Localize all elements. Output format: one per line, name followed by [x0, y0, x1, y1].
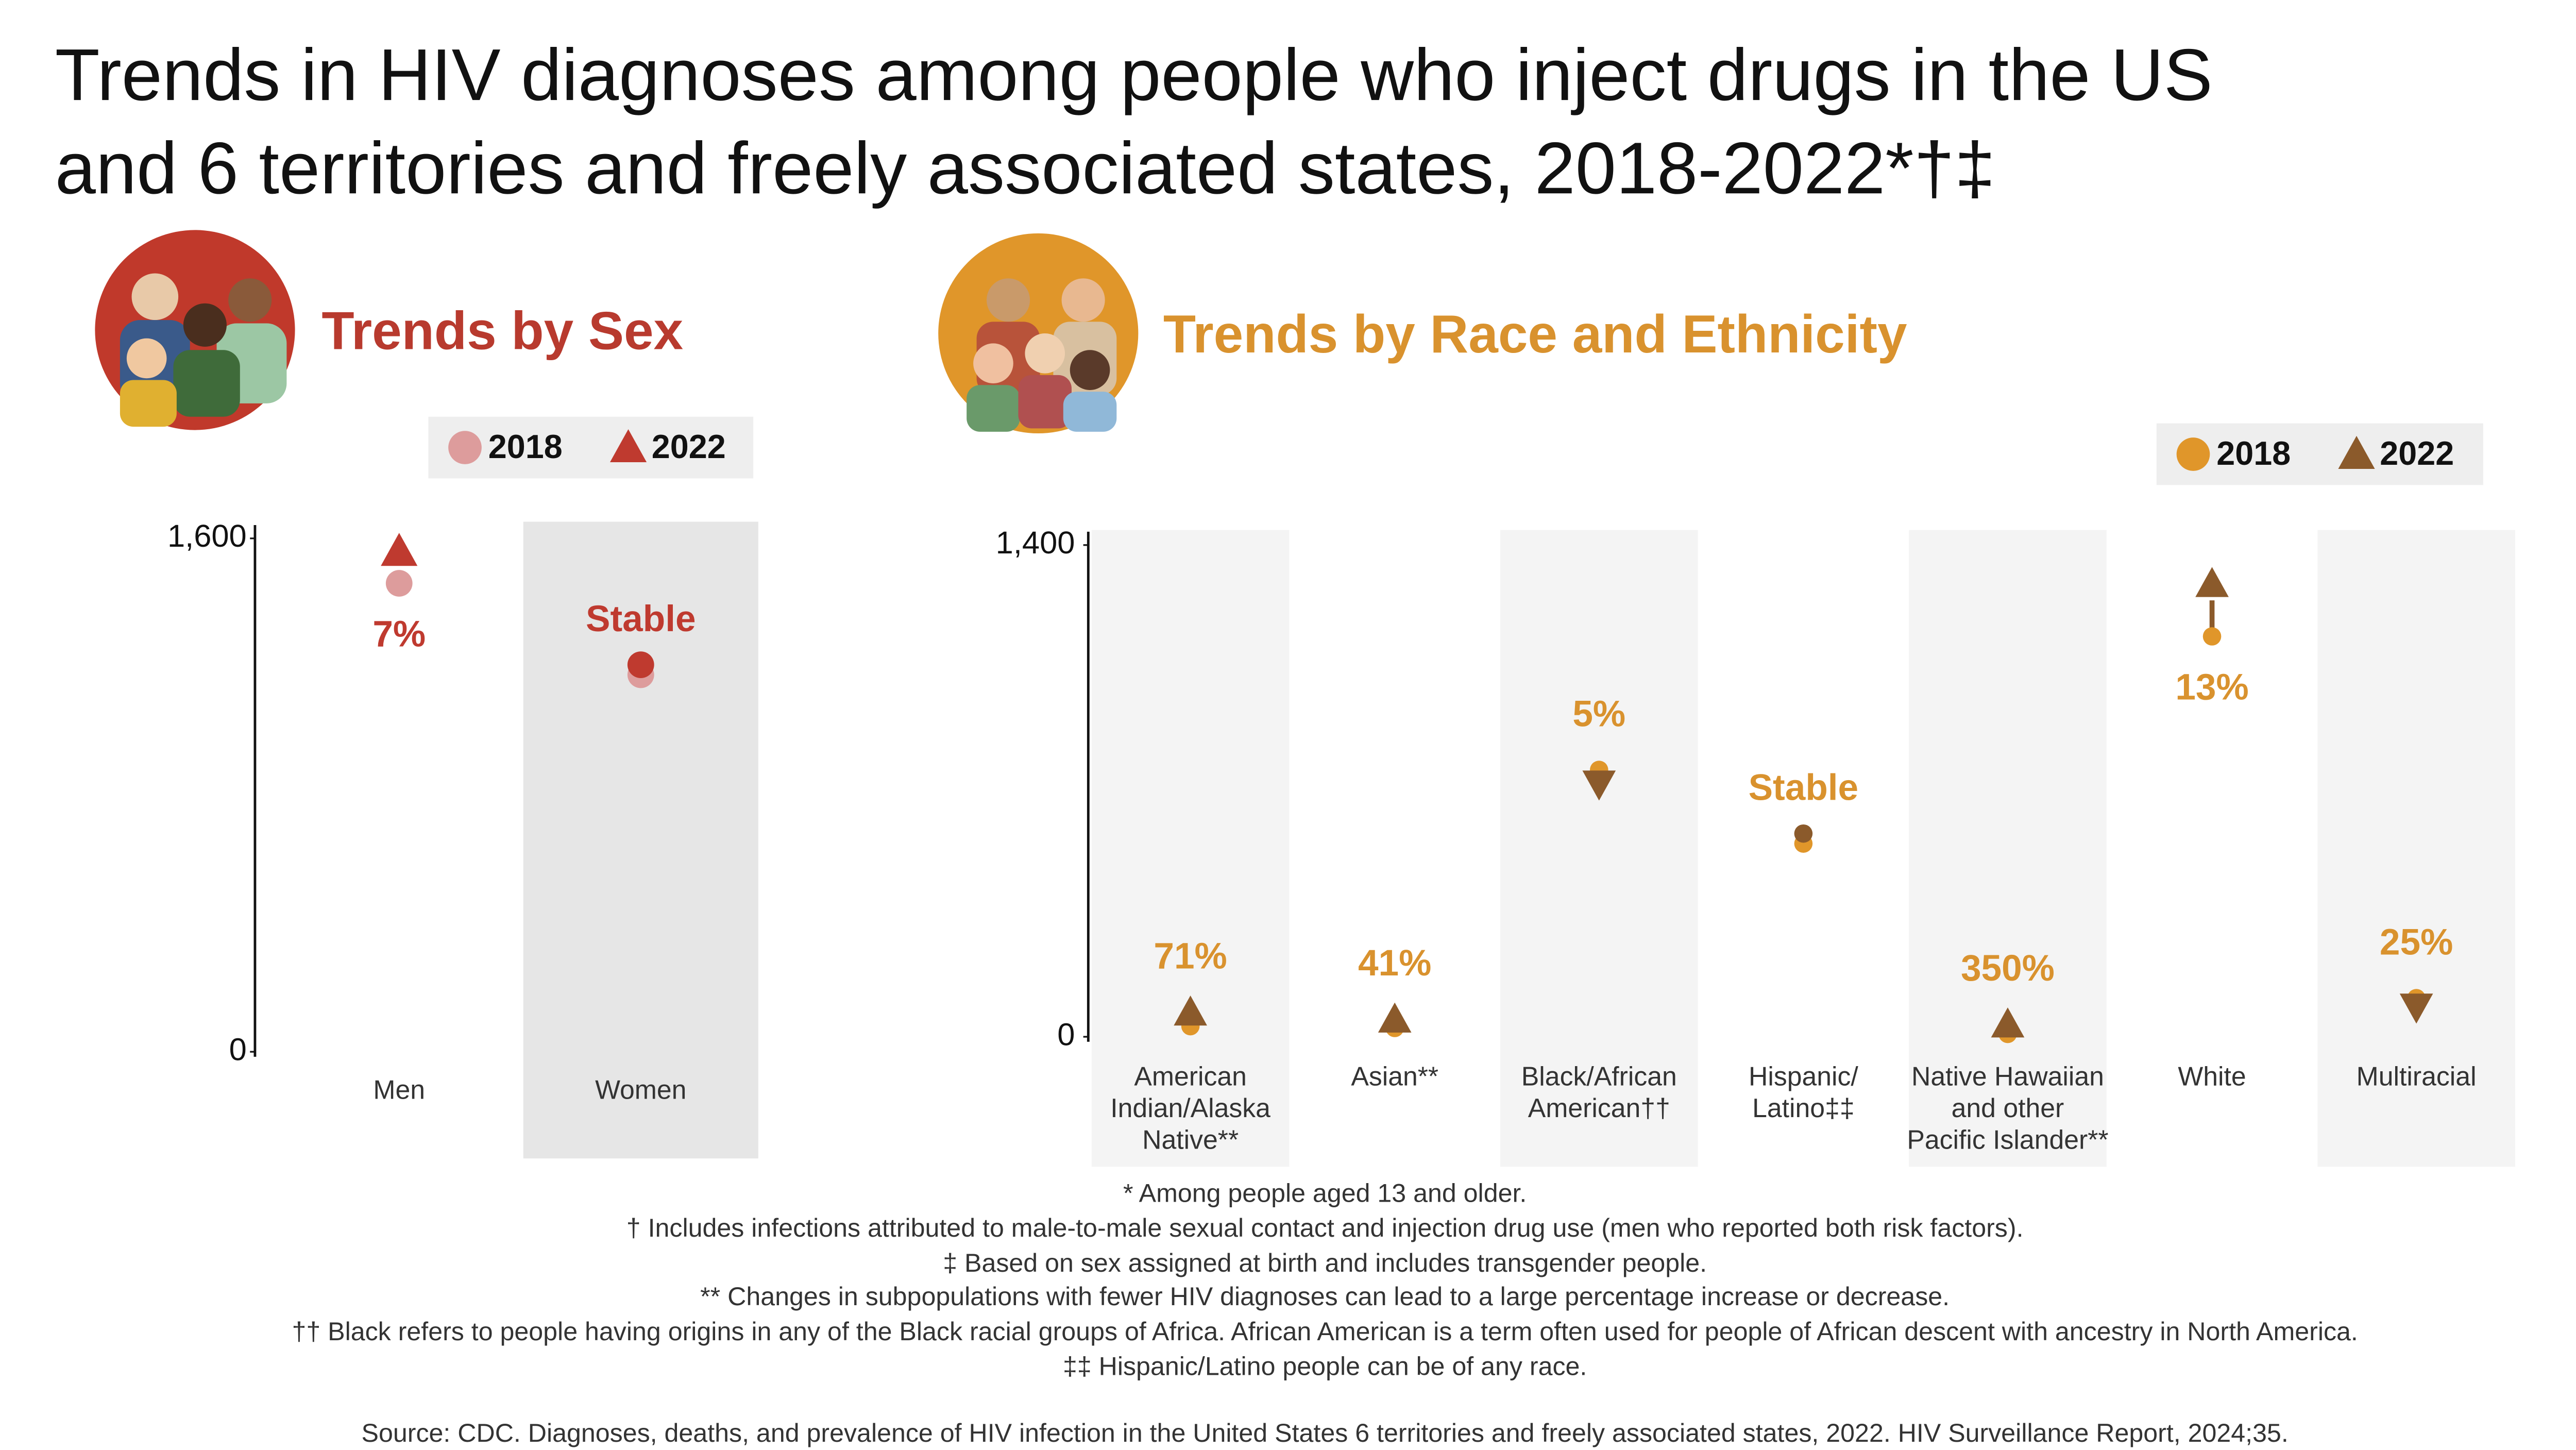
column-band — [2317, 530, 2515, 1167]
dot-2022 — [627, 651, 654, 678]
category-label: Pacific Islander** — [1907, 1125, 2108, 1155]
legend-label: 2022 — [2380, 434, 2454, 472]
triangle-2022 — [2399, 993, 2433, 1024]
title-line: Trends in HIV diagnoses among people who… — [55, 35, 2213, 117]
legend-dot — [2176, 437, 2210, 471]
triangle-2022 — [1582, 770, 1616, 801]
legend-triangle — [609, 429, 647, 463]
y-tick-label: 0 — [229, 1032, 247, 1067]
legend-label: 2018 — [488, 428, 563, 465]
column-band — [523, 521, 758, 1159]
category-label: Men — [373, 1074, 425, 1104]
column-band — [1091, 530, 1290, 1167]
column-band — [1500, 530, 1698, 1167]
annotation: 7% — [372, 614, 426, 654]
sex-icon — [95, 230, 295, 430]
dot-2018 — [2202, 627, 2222, 646]
annotation: 350% — [1961, 948, 2055, 989]
category-label: Black/African — [1521, 1061, 1677, 1091]
section-title: Trends by Race and Ethnicity — [1163, 304, 1907, 364]
legend-dot — [448, 431, 482, 464]
annotation: 5% — [1572, 694, 1625, 734]
footnote: * Among people aged 13 and older. — [1123, 1180, 1527, 1209]
footnote: ‡‡ Hispanic/Latino people can be of any … — [1062, 1353, 1587, 1382]
category-label: Hispanic/ — [1749, 1061, 1858, 1091]
y-tick-label: 1,400 — [996, 525, 1075, 561]
triangle-2022 — [2195, 567, 2229, 597]
category-label: Native** — [1142, 1125, 1239, 1155]
category-label: Asian** — [1351, 1061, 1438, 1091]
triangle-2022 — [1174, 995, 1207, 1026]
legend-label: 2022 — [652, 428, 726, 465]
annotation: 25% — [2380, 922, 2453, 963]
column-band — [1909, 530, 2107, 1167]
annotation: 13% — [2175, 667, 2248, 707]
category-label: White — [2178, 1061, 2246, 1091]
footnote: †† Black refers to people having origins… — [292, 1319, 2358, 1347]
footnote: ‡ Based on sex assigned at birth and inc… — [943, 1249, 1707, 1278]
dot-2018 — [385, 570, 413, 597]
legend-box — [2156, 423, 2483, 485]
category-label: Indian/Alaska — [1110, 1093, 1270, 1123]
triangle-2022 — [1991, 1007, 2025, 1038]
footnotes: * Among people aged 13 and older. † Inclu… — [0, 1178, 2576, 1387]
triangle-2022 — [381, 533, 418, 566]
category-label: and other — [1952, 1093, 2064, 1123]
annotation: Stable — [1749, 767, 1859, 808]
y-tick-label: 1,600 — [167, 518, 247, 554]
title: Trends in HIV diagnoses among people who… — [55, 30, 2213, 216]
category-label: American — [1134, 1061, 1247, 1091]
annotation: 71% — [1154, 936, 1227, 977]
category-label: Latino‡‡ — [1752, 1093, 1855, 1123]
race-icon — [938, 233, 1139, 434]
footnote: † Includes infections attributed to male… — [626, 1215, 2024, 1243]
legend-box — [428, 416, 754, 479]
legend-label: 2018 — [2216, 434, 2291, 472]
category-label: American†† — [1528, 1093, 1670, 1123]
section-title: Trends by Sex — [321, 301, 683, 361]
legend-triangle — [2338, 435, 2375, 469]
annotation: 41% — [1358, 943, 1431, 984]
category-label: Women — [595, 1074, 686, 1104]
y-tick-label: 0 — [1057, 1017, 1075, 1052]
footnote: ** Changes in subpopulations with fewer … — [700, 1284, 1950, 1313]
category-label: Native Hawaiian — [1911, 1061, 2104, 1091]
annotation: Stable — [586, 599, 696, 639]
dot-2022 — [1794, 824, 1813, 843]
triangle-2022 — [1378, 1002, 1412, 1033]
title-line: and 6 territories and freely associated … — [55, 128, 1995, 210]
category-label: Multiracial — [2357, 1061, 2477, 1091]
source: Source: CDC. Diagnoses, deaths, and prev… — [361, 1420, 2289, 1449]
